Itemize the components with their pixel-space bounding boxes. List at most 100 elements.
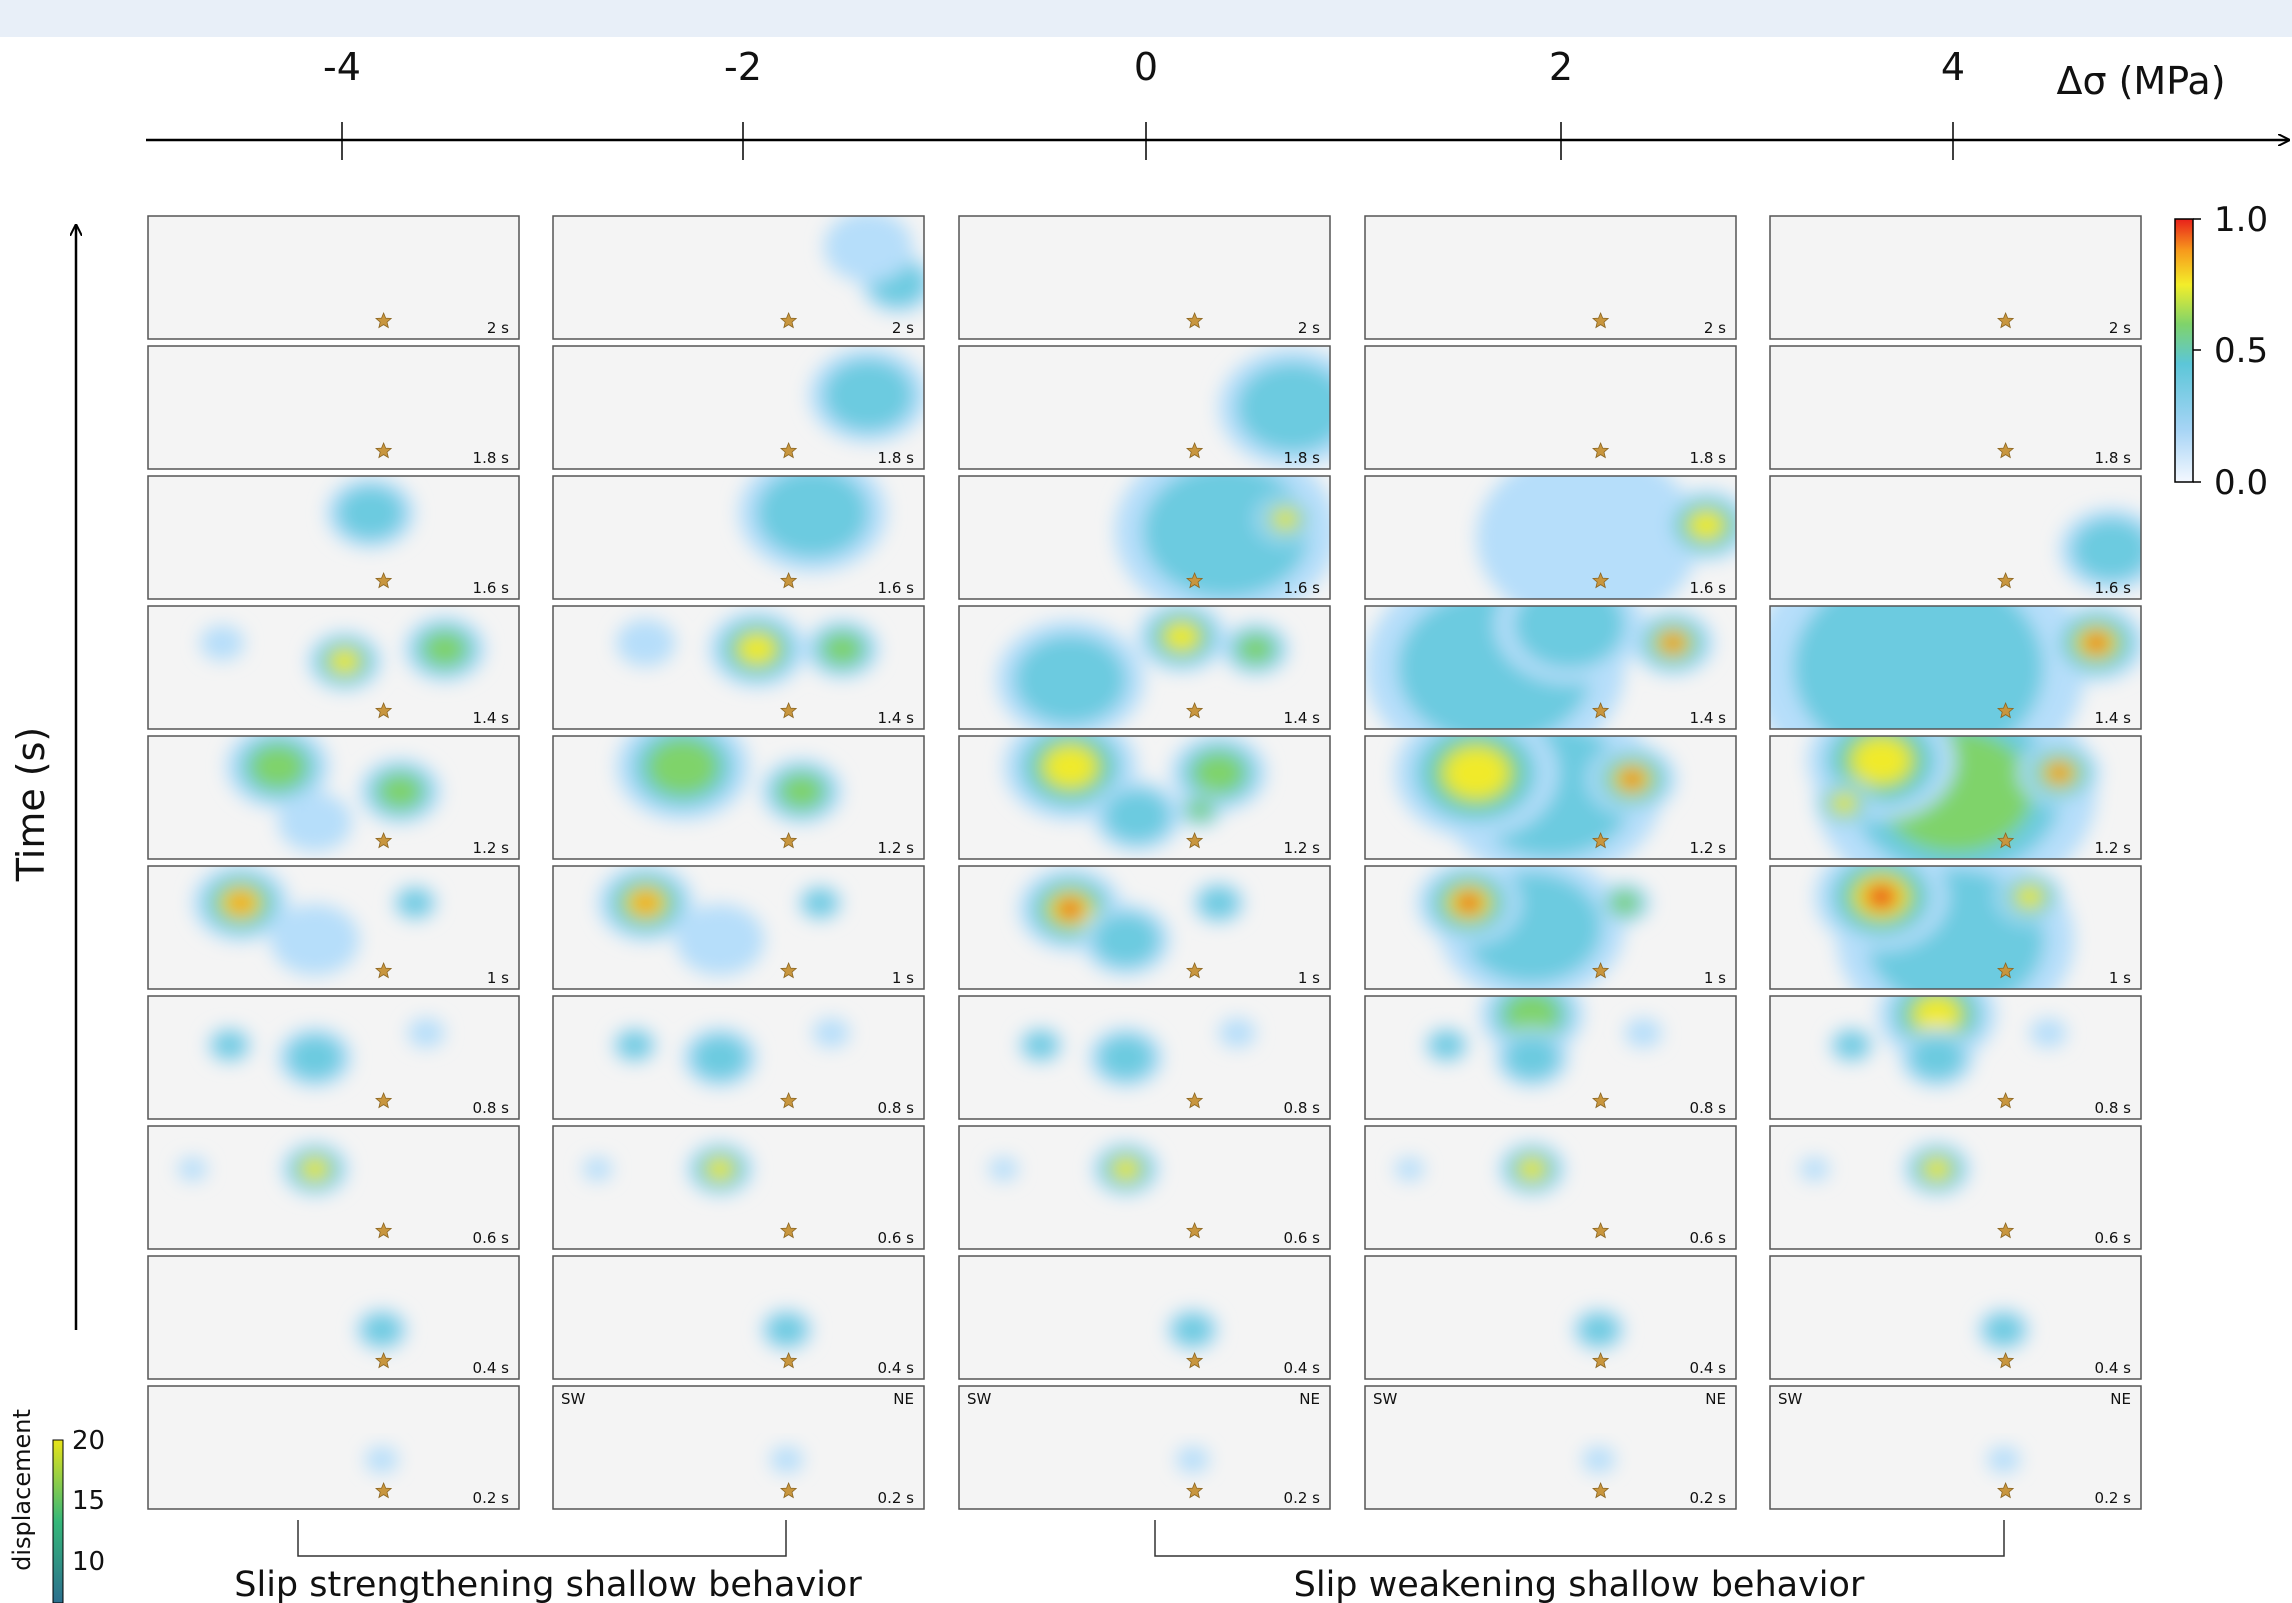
epicenter-star <box>1997 831 2015 849</box>
panel-frame <box>1769 605 2142 730</box>
slip-patch <box>779 773 825 810</box>
epicenter-star <box>1997 311 2015 329</box>
group-bracket <box>1154 1520 2005 1557</box>
slip-patch <box>1218 1018 1256 1048</box>
slip-panel: 1.2 s <box>1364 735 1737 860</box>
epicenter-star <box>375 831 393 849</box>
panel-bg <box>148 1386 519 1509</box>
epicenter-star <box>1997 961 2015 979</box>
epicenter-star <box>1997 701 2015 719</box>
epicenter-star <box>375 1091 393 1109</box>
time-label: 1.4 s <box>1284 709 1321 727</box>
group-label: Slip strengthening shallow behavior <box>234 1565 862 1603</box>
slip-panel: 1.8 s <box>1769 345 2142 470</box>
panel-frame <box>1769 865 2142 990</box>
slip-panel: 0.8 s <box>147 995 520 1120</box>
slip-panel: 2 s <box>147 215 520 340</box>
orientation-left: SW <box>561 1390 586 1408</box>
stress-tick-label: -2 <box>724 45 762 89</box>
epicenter-star <box>1592 441 1610 459</box>
epicenter-star <box>1592 311 1610 329</box>
epicenter-star <box>375 701 393 719</box>
heatmap <box>996 606 1290 729</box>
epicenter-star <box>1186 831 1204 849</box>
slip-patch <box>646 737 720 797</box>
time-label: 0.8 s <box>1284 1099 1321 1117</box>
panel-frame <box>1364 735 1737 860</box>
slip-panel: 1.2 s <box>147 735 520 860</box>
slip-patch <box>199 625 245 661</box>
time-label: 1.6 s <box>1690 579 1727 597</box>
orientation-left: SW <box>967 1390 992 1408</box>
panel-frame <box>1364 345 1737 470</box>
heatmap <box>616 736 843 824</box>
panel-frame <box>552 345 925 470</box>
slip-panel: 1.2 s <box>1769 735 2142 860</box>
epicenter-star <box>1592 831 1610 849</box>
slip-panel: 2 s <box>552 215 925 340</box>
epicenter-star <box>1186 1481 1204 1499</box>
panel-frame <box>552 995 925 1120</box>
panel-frame <box>1364 1255 1737 1380</box>
heatmap <box>1814 866 2075 989</box>
slip-patch <box>249 743 307 790</box>
time-label: 1.4 s <box>473 709 510 727</box>
heatmap-blobs <box>1018 1018 1256 1088</box>
panel-frame <box>1364 995 1737 1120</box>
panel-frame <box>147 345 520 470</box>
epicenter-star <box>780 1091 798 1109</box>
heatmap <box>177 1142 349 1196</box>
time-label: 1.2 s <box>473 839 510 857</box>
slip-patch <box>177 1157 208 1181</box>
slip-patch <box>737 633 777 665</box>
heatmap <box>1476 476 1736 599</box>
panel-bg <box>148 346 519 469</box>
orientation-right: NE <box>1705 1390 1726 1408</box>
slip-panel: 1.4 s <box>958 605 1331 730</box>
panel-frame <box>147 1385 520 1510</box>
epicenter-star <box>780 831 798 849</box>
heatmap-blobs <box>612 1018 850 1088</box>
epicenter-star <box>1186 961 1204 979</box>
slip-patch <box>1443 746 1509 800</box>
slip-patch <box>422 631 468 668</box>
slip-patch <box>812 1018 850 1048</box>
stress-axis-label: Δσ (MPa) <box>2056 59 2225 103</box>
panel-frame <box>147 475 520 600</box>
time-label: 0.6 s <box>473 1229 510 1247</box>
panel-frame <box>1769 1255 2142 1380</box>
slip-colorbar <box>2174 218 2194 483</box>
panel-frame <box>1769 215 2142 340</box>
time-label: 1.8 s <box>878 449 915 467</box>
slip-patch <box>1092 913 1160 967</box>
panel-frame <box>958 345 1331 470</box>
time-label: 2 s <box>2109 319 2131 337</box>
time-label: 0.4 s <box>1284 1359 1321 1377</box>
panel-bg <box>1770 1386 2141 1509</box>
heatmap <box>1003 736 1267 852</box>
slip-patch <box>2052 767 2067 779</box>
slip-patch <box>617 1031 652 1059</box>
panel-frame <box>1769 735 2142 860</box>
slip-panel: 1.6 s <box>958 475 1331 600</box>
epicenter-star <box>1997 571 2015 589</box>
panel-frame <box>552 1125 925 1250</box>
epicenter-star <box>375 571 393 589</box>
epicenter-star <box>780 701 798 719</box>
panel-bg <box>1365 1256 1736 1379</box>
panel-bg <box>553 1256 924 1379</box>
slip-patch <box>1192 751 1246 795</box>
heatmap <box>1394 736 1677 859</box>
slip-panel: 1 s <box>1769 865 2142 990</box>
slip-patch <box>1869 887 1894 907</box>
slip-patch <box>1237 634 1275 664</box>
epicenter-star <box>1997 1091 2015 1109</box>
slip-panel: 1.2 s <box>552 735 925 860</box>
epicenter-star <box>1997 1221 2015 1239</box>
heatmap <box>612 1018 850 1088</box>
slip-patch <box>407 1018 445 1048</box>
panel-bg <box>1365 1386 1736 1509</box>
slip-patch <box>1579 1314 1619 1346</box>
time-label: 1.8 s <box>473 449 510 467</box>
